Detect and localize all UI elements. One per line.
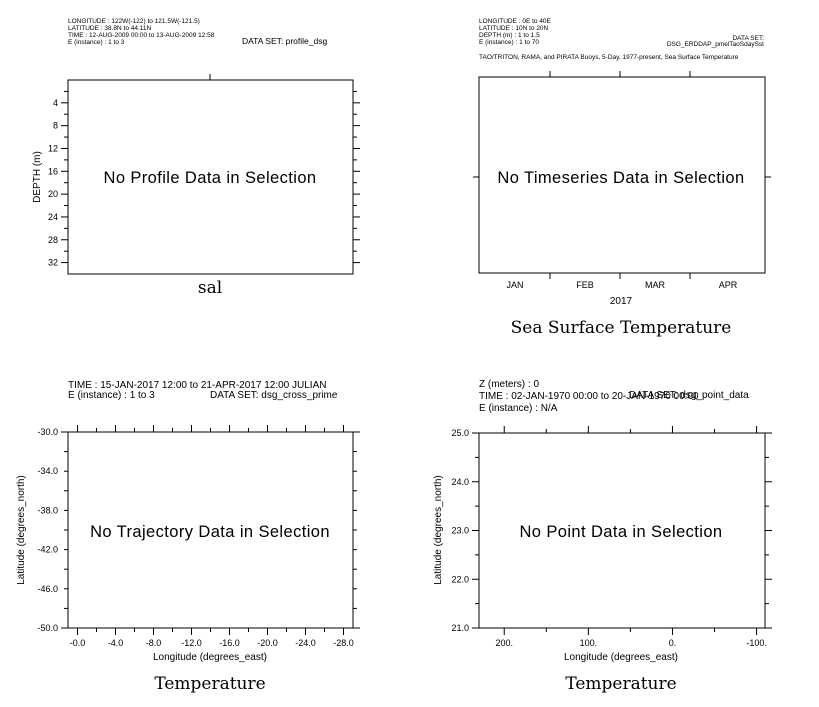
timeseries-plot-frame [478, 76, 766, 274]
trajectory-y-tick-label: -30.0 [37, 427, 58, 437]
trajectory-x-tick-label: -4.0 [108, 638, 124, 648]
timeseries-no-data-message: No Timeseries Data in Selection [497, 169, 744, 187]
timeseries-x-tick-apr: APR [719, 280, 738, 290]
point-no-data-message: No Point Data in Selection [519, 523, 722, 541]
trajectory-x-tick-label: -24.0 [295, 638, 316, 648]
profile-y-tick-label: 16 [48, 166, 58, 176]
timeseries-header-line-1: LONGITUDE : 0E to 40E [479, 18, 552, 25]
trajectory-x-tick-label: -20.0 [257, 638, 278, 648]
timeseries-header-line-2: LATITUDE : 10N to 20N [479, 25, 549, 32]
trajectory-variable-title: Temperature [154, 674, 265, 694]
trajectory-y-tick-labels: -30.0 -34.0 -38.0 -42.0 -46.0 -50.0 [37, 427, 58, 633]
timeseries-variable-title: Sea Surface Temperature [511, 318, 732, 338]
point-panel: Z (meters) : 0 TIME : 02-JAN-1970 00:00 … [433, 379, 772, 694]
trajectory-x-tick-labels: -0.0 -4.0 -8.0 -12.0 -16.0 -20.0 -24.0 -28.0 [70, 638, 354, 648]
trajectory-dataset-label: DATA SET: dsg_cross_prime [210, 390, 338, 401]
point-y-tick-label: 25.0 [451, 428, 469, 438]
timeseries-panel: LONGITUDE : 0E to 40E LATITUDE : 10N to … [473, 18, 771, 338]
profile-y-tick-label: 8 [53, 121, 58, 131]
point-y-tick-label: 23.0 [451, 526, 469, 536]
point-header-line-1: Z (meters) : 0 [479, 379, 539, 390]
trajectory-panel: TIME : 15-JAN-2017 12:00 to 21-APR-2017 … [16, 380, 360, 694]
point-y-tick-label: 22.0 [451, 574, 469, 584]
point-dataset-label: DATA SET: dsg_point_data [629, 390, 749, 401]
trajectory-y-axis-title: Latitude (degrees_north) [16, 475, 27, 585]
trajectory-y-tick-label: -46.0 [37, 584, 58, 594]
timeseries-dataset-label: DATA SET: [732, 35, 764, 42]
profile-header-line-2: LATITUDE : 38.8N to 44.11N [68, 25, 152, 32]
trajectory-ticks [61, 425, 360, 635]
profile-y-tick-label: 32 [48, 258, 58, 268]
point-y-axis-title: Latitude (degrees_north) [433, 475, 444, 585]
point-header-line-3: E (instance) : N/A [479, 403, 558, 414]
profile-header-line-4: E (instance) : 1 to 3 [68, 39, 125, 46]
timeseries-subtitle: TAO/TRITON, RAMA, and PIRATA Buoys, 5-Da… [479, 54, 739, 61]
point-ticks [472, 426, 772, 635]
trajectory-y-tick-label: -42.0 [37, 545, 58, 555]
profile-dataset-label: DATA SET: profile_dsg [242, 36, 327, 46]
point-variable-title: Temperature [565, 674, 676, 694]
point-x-tick-label: 100. [580, 638, 598, 648]
profile-y-axis-title: DEPTH (m) [32, 151, 43, 203]
trajectory-x-tick-label: -12.0 [181, 638, 202, 648]
point-x-tick-label: 200. [495, 638, 513, 648]
trajectory-no-data-message: No Trajectory Data in Selection [90, 523, 330, 541]
point-x-tick-label: 0. [669, 638, 677, 648]
point-y-tick-label: 21.0 [451, 623, 469, 633]
profile-y-tick-label: 28 [48, 235, 58, 245]
timeseries-x-tick-feb: FEB [576, 280, 594, 290]
profile-y-tick-label: 12 [48, 143, 58, 153]
profile-y-tick-label: 24 [48, 212, 58, 222]
profile-variable-title: sal [198, 278, 222, 298]
timeseries-header-line-3: DEPTH (m) : 1 to 1.5 [479, 32, 540, 39]
timeseries-header-line-4: E (instance) : 1 to 70 [479, 39, 539, 46]
trajectory-x-tick-label: -0.0 [70, 638, 86, 648]
point-y-tick-label: 24.0 [451, 477, 469, 487]
timeseries-x-tick-mar: MAR [645, 280, 666, 290]
profile-header-line-1: LONGITUDE : 122W(-122) to 121.5W(-121.5) [68, 18, 200, 25]
timeseries-x-tick-jan: JAN [506, 280, 523, 290]
trajectory-y-tick-label: -38.0 [37, 505, 58, 515]
trajectory-y-tick-label: -34.0 [37, 466, 58, 476]
trajectory-y-tick-label: -50.0 [37, 623, 58, 633]
timeseries-dataset-name: DSG_ERDDAP_pmelTaoSdaySst [667, 41, 764, 48]
trajectory-header-line-1: TIME : 15-JAN-2017 12:00 to 21-APR-2017 … [68, 380, 326, 391]
trajectory-x-tick-label: -16.0 [219, 638, 240, 648]
point-x-tick-label: -100. [746, 638, 767, 648]
point-y-tick-labels: 25.0 24.0 23.0 22.0 21.0 [451, 428, 469, 633]
profile-y-tick-label: 4 [53, 98, 58, 108]
profile-header-line-3: TIME : 12-AUG-2009 00:00 to 13-AUG-2009 … [68, 32, 215, 39]
profile-panel: LONGITUDE : 122W(-122) to 121.5W(-121.5)… [32, 18, 360, 298]
trajectory-x-axis-title: Longitude (degrees_east) [153, 652, 267, 663]
timeseries-ticks [473, 71, 771, 279]
timeseries-x-axis-title: 2017 [610, 296, 633, 307]
point-x-axis-title: Longitude (degrees_east) [564, 652, 678, 663]
trajectory-x-tick-label: -28.0 [333, 638, 354, 648]
trajectory-x-tick-label: -8.0 [146, 638, 162, 648]
trajectory-header-line-2: E (instance) : 1 to 3 [68, 390, 155, 401]
profile-no-data-message: No Profile Data in Selection [104, 169, 317, 187]
profile-ticks: 4 8 12 16 20 24 28 32 [48, 74, 360, 268]
point-header-line-2: TIME : 02-JAN-1970 00:00 to 20-JAN-1970 … [479, 391, 699, 402]
point-x-tick-labels: 200. 100. 0. -100. [495, 638, 766, 648]
profile-y-tick-label: 20 [48, 189, 58, 199]
